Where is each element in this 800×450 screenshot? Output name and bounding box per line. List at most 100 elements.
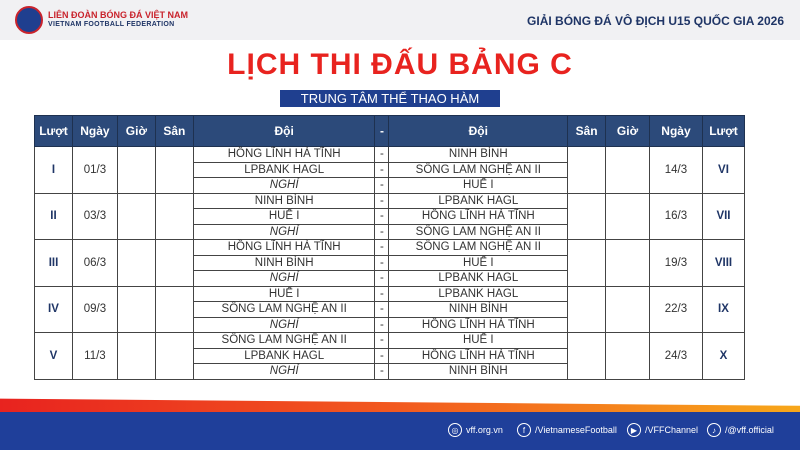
away-team: SÔNG LAM NGHỆ AN II [388,239,569,256]
top-bar: LIÊN ĐOÀN BÓNG ĐÁ VIỆT NAM VIETNAM FOOTB… [0,0,800,40]
column-header: Đội [192,115,376,147]
separator: - [374,301,390,318]
separator: - [374,285,390,302]
schedule-table: Lượt Ngày Giờ Sân Đội - Đội Sân Giờ Ngày Lượt I 01/… [34,115,746,380]
home-team: NGHỈ [192,363,376,380]
field-cell [567,192,607,240]
time-cell [116,332,156,380]
away-team: NINH BÌNH [388,363,569,380]
table-row: V 11/3 SÔNG LAM NGHỆ AN II - HUẾ I 24/3 X [34,332,746,380]
youtube-link[interactable]: ▶/VFFChannel [627,423,698,437]
date-cell: 06/3 [71,239,118,287]
away-team: HUẾ I [388,254,569,271]
separator: - [374,223,390,240]
away-team: SÔNG LAM NGHỆ AN II [388,161,569,178]
separator: - [374,363,390,380]
page-title: LỊCH THI ĐẤU BẢNG C [227,48,573,81]
time-cell [605,192,650,240]
table-row: LPBANK HAGL - HỒNG LĨNH HÀ TĨNH [35,347,745,364]
tiktok-link[interactable]: ♪/@vff.official [707,423,774,437]
time-cell [605,285,650,333]
away-team: SÔNG LAM NGHỆ AN II [388,223,569,240]
return-round-cell: VI [701,146,746,194]
time-cell [116,146,156,194]
home-team: NGHỈ [192,223,376,240]
org-name-en: VIETNAM FOOTBALL FEDERATION [48,21,175,28]
away-team: NINH BÌNH [388,301,569,318]
table-row: I 01/3 HỒNG LĨNH HÀ TĨNH - NINH BÌNH 14/3 VI [34,146,746,194]
time-cell [116,285,156,333]
table-row: III 06/3 HỒNG LĨNH HÀ TĨNH - SÔNG LAM NGHỆ A… [34,239,746,287]
date-cell: 01/3 [71,146,118,194]
field-cell [154,285,194,333]
separator: - [374,208,390,225]
return-date-cell: 14/3 [649,146,703,194]
venue: TRUNG TÂM THỂ THAO HÀM RỒNG [280,90,500,123]
home-team: LPBANK HAGL [192,161,376,178]
away-team: HỒNG LĨNH HÀ TĨNH [388,316,569,333]
away-team: LPBANK HAGL [388,192,569,209]
separator: - [374,192,390,209]
separator: - [374,177,390,194]
round-cell: II [34,192,73,240]
return-round-cell: IX [701,285,746,333]
away-team: HỒNG LĨNH HÀ TĨNH [388,347,569,364]
away-team: NINH BÌNH [388,146,569,163]
column-header: Giờ [116,115,156,147]
return-round-cell: VII [701,192,746,240]
return-round-cell: X [701,332,746,380]
return-round-cell: VIII [701,239,746,287]
home-team: NGHỈ [192,316,376,333]
column-header: Lượt [701,115,746,147]
home-team: NGHỈ [192,270,376,287]
home-team: HUẾ I [192,208,376,225]
away-team: LPBANK HAGL [388,285,569,302]
home-team: NINH BÌNH [192,254,376,271]
time-cell [116,192,156,240]
column-header: Ngày [649,115,703,147]
return-date-cell: 24/3 [649,332,703,380]
tournament-name: GIẢI BÓNG ĐÁ VÔ ĐỊCH U15 QUỐC GIA 2026 [527,14,784,28]
column-header: - [374,115,390,147]
separator: - [374,316,390,333]
table-row: II 03/3 NINH BÌNH - LPBANK HAGL 16/3 VII [34,192,746,240]
field-cell [154,332,194,380]
time-cell [605,239,650,287]
website-link[interactable]: ◎ vff.org.vn [448,423,503,437]
home-team: NINH BÌNH [192,192,376,209]
field-cell [567,239,607,287]
column-header: Ngày [71,115,118,147]
date-cell: 03/3 [71,192,118,240]
return-date-cell: 16/3 [649,192,703,240]
date-cell: 09/3 [71,285,118,333]
away-team: HỒNG LĨNH HÀ TĨNH [388,208,569,225]
time-cell [116,239,156,287]
column-header: Giờ [605,115,650,147]
return-date-cell: 19/3 [649,239,703,287]
field-cell [567,285,607,333]
separator: - [374,239,390,256]
field-cell [154,146,194,194]
org-name: LIÊN ĐOÀN BÓNG ĐÁ VIỆT NAM [48,10,189,20]
separator: - [374,161,390,178]
separator: - [374,347,390,364]
globe-icon: ◎ [448,423,462,437]
time-cell [605,332,650,380]
home-team: HUẾ I [192,285,376,302]
field-cell [567,146,607,194]
decorative-band [0,398,800,413]
facebook-link[interactable]: f/VietnameseFootball [517,423,617,437]
field-cell [154,192,194,240]
home-team: SÔNG LAM NGHỆ AN II [192,301,376,318]
separator: - [374,270,390,287]
time-cell [605,146,650,194]
field-cell [567,332,607,380]
away-team: HUẾ I [388,332,569,349]
away-team: LPBANK HAGL [388,270,569,287]
separator: - [374,332,390,349]
facebook-icon: f [517,423,531,437]
column-header: Lượt [34,115,73,147]
date-cell: 11/3 [71,332,118,380]
home-team: HỒNG LĨNH HÀ TĨNH [192,239,376,256]
round-cell: IV [34,285,73,333]
